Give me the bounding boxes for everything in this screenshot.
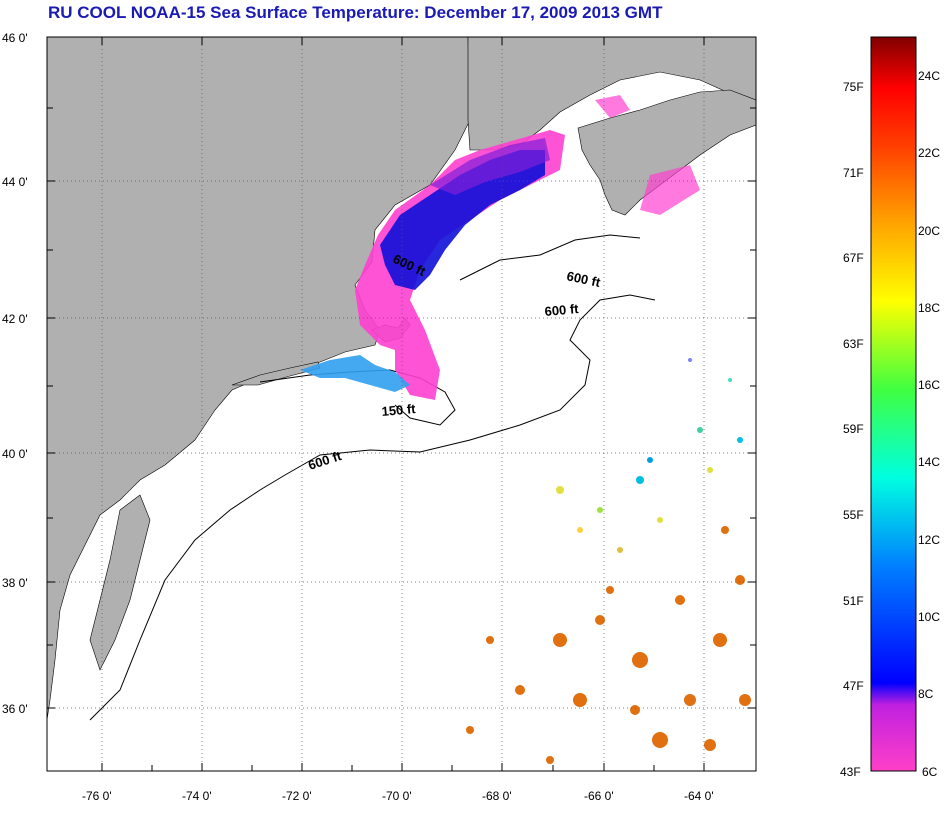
isobath-600ft-gulf xyxy=(459,234,641,281)
lat-tick-38: 38 0' xyxy=(2,576,28,590)
colorbar-label-14c: 14C xyxy=(918,455,940,469)
colorbar-label-71f: 71F xyxy=(843,166,864,180)
lat-tick-42: 42 0' xyxy=(2,312,28,326)
lat-tick-40: 40 0' xyxy=(2,447,28,461)
colorbar-label-18c: 18C xyxy=(918,301,940,315)
colorbar-label-22c: 22C xyxy=(918,146,940,160)
colorbar-label-59f: 59F xyxy=(843,422,864,436)
isobath-600ft xyxy=(89,294,656,721)
sst-offshore-mid xyxy=(556,358,743,553)
sst-nova-scotia-shelf xyxy=(595,95,700,215)
colorbar-label-63f: 63F xyxy=(843,337,864,351)
colorbar-label-12c: 12C xyxy=(918,533,940,547)
colorbar-label-10c: 10C xyxy=(918,610,940,624)
lon-tick-74: -74 0' xyxy=(182,789,212,803)
lat-tick-44: 44 0' xyxy=(2,175,28,189)
colorbar-label-24c: 24C xyxy=(918,69,940,83)
frame-ticks xyxy=(47,37,756,771)
lon-tick-66: -66 0' xyxy=(584,789,614,803)
colorbar-label-20c: 20C xyxy=(918,224,940,238)
temperature-colorbar xyxy=(870,36,917,772)
sst-southern-new-england xyxy=(300,355,410,392)
colorbar-label-8c: 8C xyxy=(918,687,934,701)
colorbar-label-43f: 43F xyxy=(840,765,861,779)
lon-tick-64: -64 0' xyxy=(684,789,714,803)
lat-tick-36: 36 0' xyxy=(2,702,28,716)
colorbar-label-16c: 16C xyxy=(918,378,940,392)
colorbar-label-6c: 6C xyxy=(922,765,938,779)
colorbar-label-47f: 47F xyxy=(843,679,864,693)
contour-label-600ft-b: 600 ft xyxy=(565,268,602,290)
sst-offshore-warm xyxy=(466,526,751,764)
sst-gulf-of-maine xyxy=(380,150,545,290)
lon-tick-70: -70 0' xyxy=(382,789,412,803)
land-nova-scotia xyxy=(577,89,756,216)
colorbar-label-67f: 67F xyxy=(843,251,864,265)
lon-tick-68: -68 0' xyxy=(482,789,512,803)
contour-label-150ft: 150 ft xyxy=(381,401,417,419)
lat-tick-46: 46 0' xyxy=(2,31,28,45)
land-delmarva xyxy=(89,494,151,671)
lon-tick-72: -72 0' xyxy=(282,789,312,803)
colorbar-label-55f: 55F xyxy=(843,508,864,522)
colorbar-label-51f: 51F xyxy=(843,594,864,608)
colorbar-label-75f: 75F xyxy=(843,80,864,94)
map-title: RU COOL NOAA-15 Sea Surface Temperature:… xyxy=(48,3,663,22)
lon-tick-76: -76 0' xyxy=(82,789,112,803)
contour-label-600ft-c: 600 ft xyxy=(544,301,580,319)
sst-cold-coastal xyxy=(355,130,565,400)
